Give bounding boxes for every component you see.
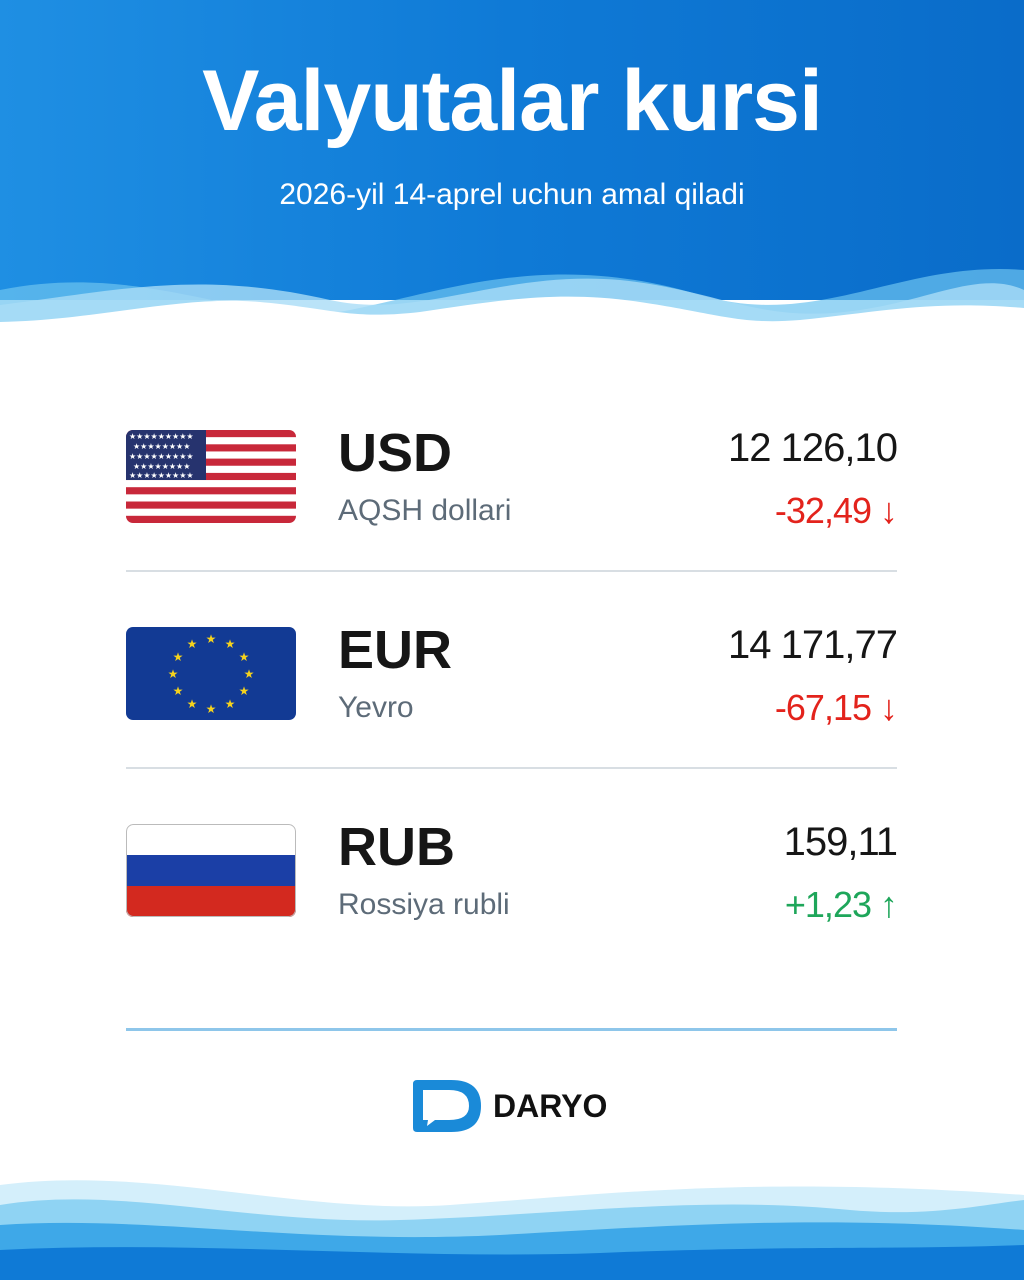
currency-rate: 159,11: [783, 820, 898, 864]
currency-code: USD: [338, 423, 453, 483]
footer-divider: [126, 1028, 897, 1031]
svg-text:★★★★★★★★: ★★★★★★★★: [133, 442, 190, 451]
currency-name: AQSH dollari: [338, 494, 512, 527]
svg-text:★: ★: [244, 667, 255, 681]
bottom-wave-decoration: [0, 1180, 1024, 1280]
currency-name: Rossiya rubli: [338, 888, 510, 921]
currency-code: RUB: [338, 817, 455, 877]
svg-text:★: ★: [187, 637, 198, 651]
us-flag-icon: ★★★★★★★★★★★★★★★★★★★★★★★★★★★★★★★★★★★★★★★★…: [126, 430, 296, 523]
top-wave-decoration: [0, 269, 1024, 330]
svg-text:★: ★: [225, 697, 236, 711]
svg-text:★: ★: [173, 684, 184, 698]
currency-row-eur: ★ ★ ★ ★ ★ ★ ★ ★ ★ ★ ★ ★ EUR Yevro 14 171,77 -67,15 …: [126, 620, 898, 728]
currency-name: Yevro: [338, 691, 414, 724]
divider: [126, 767, 897, 769]
rate-change-value: -32,49: [774, 490, 872, 531]
svg-text:★: ★: [187, 697, 198, 711]
svg-text:★: ★: [206, 702, 217, 716]
arrow-down-icon: ↓: [880, 687, 898, 728]
svg-text:★★★★★★★★★: ★★★★★★★★★: [129, 452, 194, 461]
svg-text:★★★★★★★★★: ★★★★★★★★★: [129, 471, 194, 480]
svg-text:★: ★: [239, 684, 250, 698]
svg-text:★: ★: [239, 650, 250, 664]
daryo-logo-icon: [413, 1080, 481, 1132]
daryo-logo: DARYO: [413, 1080, 607, 1132]
divider: [126, 570, 897, 572]
rate-change-value: +1,23: [784, 884, 872, 925]
rate-change: -32,49 ↓: [774, 490, 898, 532]
svg-text:★: ★: [173, 650, 184, 664]
svg-text:★★★★★★★★★: ★★★★★★★★★: [129, 432, 194, 441]
svg-text:★: ★: [206, 632, 217, 646]
rate-change: +1,23 ↑: [784, 884, 898, 926]
eu-flag-icon: ★ ★★★★★★★★★★★: [126, 627, 296, 720]
arrow-up-icon: ↑: [880, 884, 898, 925]
logo-text: DARYO: [493, 1087, 608, 1124]
rate-change-value: -67,15: [774, 687, 872, 728]
page-title: Valyutalar kursi: [202, 53, 823, 149]
svg-text:★: ★: [168, 667, 179, 681]
currency-row-usd: ★★★★★★★★★ ★★★★★★★★ ★★★★★★★★★ ★★★★★★★★ ★★★★★★…: [126, 423, 898, 531]
arrow-down-icon: ↓: [880, 490, 898, 531]
currency-rate: 12 126,10: [728, 426, 898, 470]
currency-code: EUR: [338, 620, 453, 680]
currency-rate: 14 171,77: [728, 623, 898, 667]
page-subtitle: 2026-yil 14-aprel uchun amal qiladi: [279, 178, 745, 211]
rate-change: -67,15 ↓: [774, 687, 898, 729]
svg-text:★★★★★★★★: ★★★★★★★★: [133, 462, 190, 471]
svg-text:★: ★: [225, 637, 236, 651]
ru-flag-icon: [126, 824, 296, 917]
header-banner: Valyutalar kursi 2026-yil 14-aprel uchun…: [0, 0, 1024, 300]
currency-row-rub: RUB Rossiya rubli 159,11 +1,23 ↑: [126, 817, 898, 925]
